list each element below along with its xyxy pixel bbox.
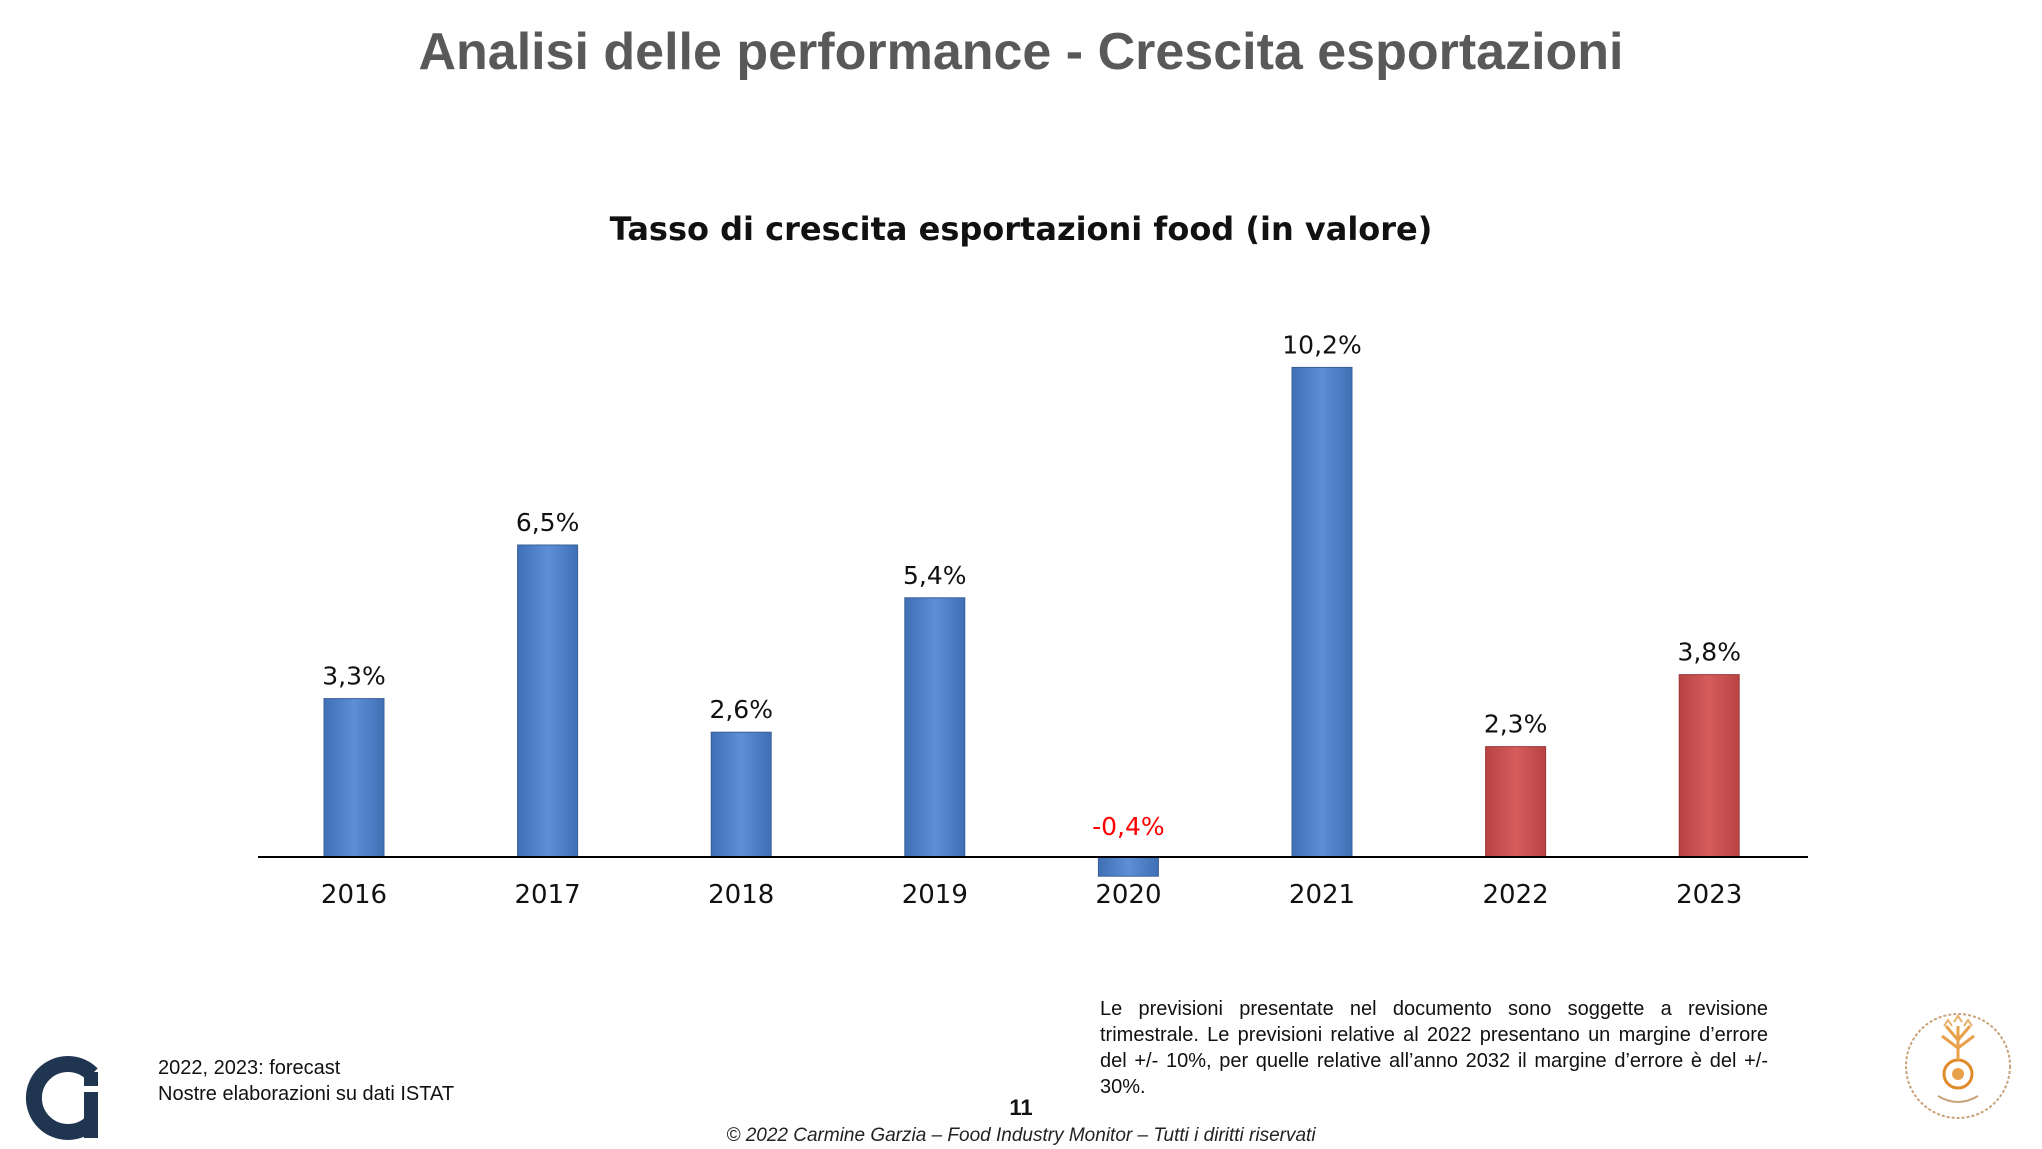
x-tick-label-2021: 2021 bbox=[1289, 880, 1355, 910]
data-label-2017: 6,5% bbox=[516, 508, 580, 537]
bar-2022 bbox=[1485, 746, 1547, 858]
bar-2018 bbox=[710, 731, 772, 858]
slide-title: Analisi delle performance - Crescita esp… bbox=[418, 23, 1624, 81]
forecast-disclaimer: Le previsioni presentate nel documento s… bbox=[1100, 998, 1768, 1098]
x-tick-label-2016: 2016 bbox=[321, 880, 387, 910]
page-number: 11 bbox=[1009, 1095, 1033, 1120]
ci-logo-icon bbox=[24, 1052, 116, 1149]
bar-2021 bbox=[1291, 366, 1353, 858]
forecast-note: 2022, 2023: forecast bbox=[158, 1057, 341, 1079]
bar-2020 bbox=[1097, 856, 1159, 877]
x-tick-label-2023: 2023 bbox=[1676, 880, 1742, 910]
bar-2023 bbox=[1678, 674, 1740, 858]
data-label-2016: 3,3% bbox=[322, 662, 386, 691]
bar-chart: 3,3% 2016 6,5% 2017 2,6% 2018 5,4% 2019 -0,4% 202… bbox=[258, 330, 1808, 910]
data-label-2020: -0,4% bbox=[1092, 812, 1165, 841]
data-label-2021: 10,2% bbox=[1282, 330, 1361, 359]
data-label-2023: 3,8% bbox=[1677, 638, 1741, 667]
x-tick-label-2019: 2019 bbox=[902, 880, 968, 910]
x-tick-label-2018: 2018 bbox=[708, 880, 774, 910]
data-label-2019: 5,4% bbox=[903, 561, 967, 590]
copyright-footer: © 2022 Carmine Garzia – Food Industry Mo… bbox=[726, 1125, 1316, 1146]
source-note: Nostre elaborazioni su dati ISTAT bbox=[158, 1083, 455, 1105]
labels-group: 3,3% 2016 6,5% 2017 2,6% 2018 5,4% 2019 -0,4% 202… bbox=[321, 330, 1742, 910]
bar-2016 bbox=[323, 698, 385, 858]
university-seal-icon bbox=[1898, 996, 2018, 1141]
bar-2017 bbox=[517, 544, 579, 858]
x-tick-label-2022: 2022 bbox=[1483, 880, 1549, 910]
bar-2019 bbox=[904, 597, 966, 858]
data-label-2018: 2,6% bbox=[709, 695, 773, 724]
source-notes: 2022, 2023: forecast Nostre elaborazioni… bbox=[158, 1055, 454, 1107]
x-tick-label-2017: 2017 bbox=[515, 880, 581, 910]
x-tick-label-2020: 2020 bbox=[1095, 880, 1161, 910]
chart-title: Tasso di crescita esportazioni food (in … bbox=[609, 210, 1433, 248]
bars-group bbox=[323, 366, 1740, 877]
data-label-2022: 2,3% bbox=[1484, 710, 1548, 739]
